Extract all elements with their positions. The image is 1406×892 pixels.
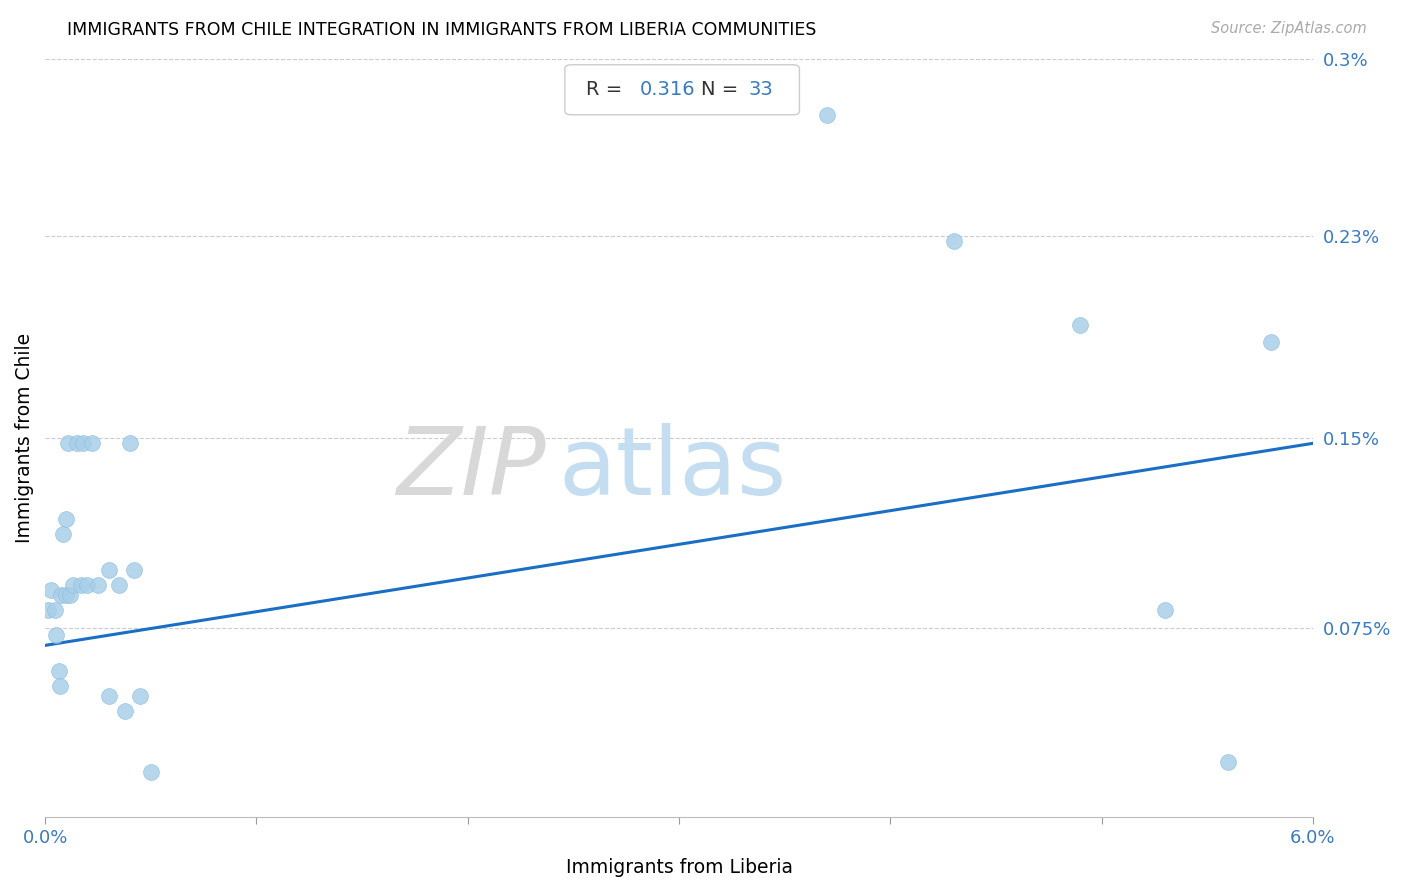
Text: R =: R = (586, 80, 628, 99)
Point (59, 588, 82, 602)
Text: 0.316: 0.316 (640, 80, 696, 99)
Point (108, 578, 131, 592)
Point (118, 436, 141, 450)
Point (97, 689, 120, 703)
Point (72, 436, 94, 450)
Point (49, 588, 72, 602)
Point (815, 108, 838, 122)
Y-axis label: Immigrants from Chile: Immigrants from Chile (15, 334, 34, 543)
Text: 33: 33 (749, 80, 773, 99)
Text: IMMIGRANTS FROM CHILE INTEGRATION IN IMMIGRANTS FROM LIBERIA COMMUNITIES: IMMIGRANTS FROM CHILE INTEGRATION IN IMM… (67, 21, 817, 39)
Point (58, 436, 80, 450)
Text: Source: ZipAtlas.com: Source: ZipAtlas.com (1211, 21, 1367, 37)
Point (49, 679, 72, 693)
Point (45, 628, 67, 642)
Point (97, 563, 120, 577)
Point (76, 578, 98, 592)
Point (70, 578, 93, 592)
Point (129, 689, 152, 703)
Point (1154, 603, 1177, 617)
Point (44, 603, 66, 617)
Point (55, 512, 77, 526)
Point (52, 527, 75, 541)
Point (122, 563, 145, 577)
Point (55, 588, 77, 602)
Point (41, 582, 63, 597)
Point (48, 664, 70, 678)
Point (66, 436, 89, 450)
Point (62, 578, 84, 592)
Text: atlas: atlas (558, 423, 787, 515)
FancyBboxPatch shape (565, 65, 800, 115)
Point (37, 603, 59, 617)
Text: N =: N = (700, 80, 744, 99)
Point (139, 764, 162, 779)
Point (1069, 318, 1091, 332)
Point (87, 578, 110, 592)
Point (1218, 755, 1240, 769)
Point (1260, 335, 1282, 350)
X-axis label: Immigrants from Liberia: Immigrants from Liberia (565, 858, 793, 877)
Point (942, 235, 965, 249)
Text: ZIP: ZIP (396, 423, 546, 514)
Point (114, 704, 136, 718)
Point (80, 436, 103, 450)
